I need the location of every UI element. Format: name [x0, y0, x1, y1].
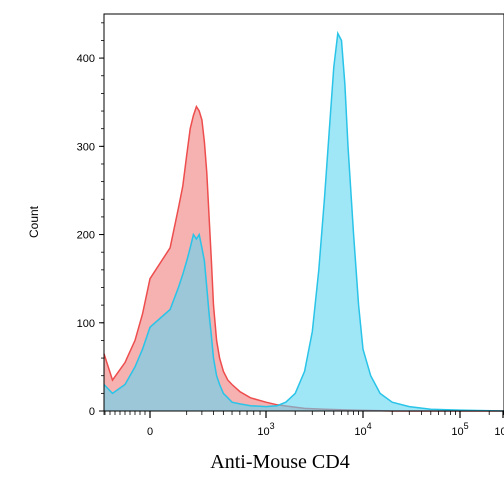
y-tick-label-200: 200	[77, 230, 95, 242]
plot-area	[103, 30, 504, 412]
series-1-line	[103, 30, 504, 412]
y-tick-label-300: 300	[77, 141, 95, 153]
x-tick-label-0: 0	[147, 426, 153, 438]
plot-frame	[103, 13, 504, 412]
y-tick-label-0: 0	[89, 406, 95, 418]
series-1-fill	[104, 33, 504, 412]
x-tick-label-100000: 105	[451, 421, 468, 438]
x-tick-label-10000: 104	[354, 421, 371, 438]
x-tick-label-1000: 103	[257, 421, 274, 438]
y-tick-label-100: 100	[77, 318, 95, 330]
x-tick-label-1000000: 106	[494, 421, 504, 438]
y-axis-title: Count	[27, 205, 41, 238]
x-axis-title: Anti-Mouse CD4	[210, 451, 349, 473]
y-tick-label-400: 400	[77, 53, 95, 65]
axes: 0 100 200 300 400 0 103 104 105 106	[77, 13, 504, 438]
